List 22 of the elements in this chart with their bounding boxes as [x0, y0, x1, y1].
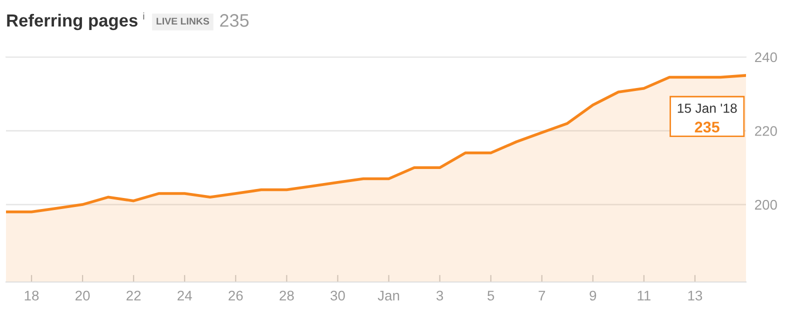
annotation: 15 Jan '18 235: [678, 104, 737, 133]
x-tick-label: 24: [178, 290, 192, 300]
x-tick-label: 3: [436, 290, 444, 301]
x-tick-label: 13: [688, 290, 702, 301]
x-tick-label: 5: [488, 290, 494, 301]
x-tick-label: 11: [638, 290, 650, 300]
chart-subtitle: LIVE LINKS: [156, 18, 210, 25]
chart-title: Referring pages: [7, 14, 138, 30]
y-tick-label: 200: [755, 200, 777, 210]
y-tick-label: 240: [755, 52, 777, 62]
x-tick-label: 20: [76, 290, 90, 301]
y-tick-label: 220: [755, 126, 777, 136]
x-tick-label: 30: [330, 290, 345, 301]
text: i: [143, 12, 144, 20]
x-tick-label: 28: [280, 290, 294, 301]
x-tick-label: Jan: [378, 290, 400, 301]
x-tick-label: 26: [228, 290, 243, 301]
x-tick-label: 7: [538, 290, 546, 300]
x-tick-label: 22: [126, 290, 141, 300]
x-tick-label: 9: [590, 290, 596, 301]
x-tick-label: 18: [24, 290, 39, 301]
text: 235: [220, 14, 249, 27]
